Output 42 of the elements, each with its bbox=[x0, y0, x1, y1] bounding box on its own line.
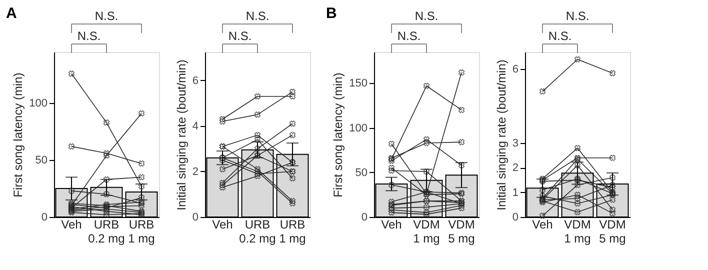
x-tick-label: URB 0.2 mg bbox=[88, 218, 125, 246]
y-tick-label: 3 bbox=[512, 138, 518, 150]
text: N.S. bbox=[94, 9, 118, 23]
y-tick-label: 0 bbox=[41, 212, 48, 224]
y-tick-label: 6 bbox=[192, 74, 198, 87]
y-axis-title: First song latency (min) bbox=[331, 72, 346, 198]
text: N.S. bbox=[548, 29, 572, 43]
y-tick-label: 2 bbox=[192, 166, 198, 178]
y-tick-label: 0 bbox=[512, 212, 518, 224]
x-tick-label: VDM 1 mg bbox=[564, 218, 591, 246]
y-tick-label: 0 bbox=[192, 212, 198, 224]
y-axis-title: First song latency (min) bbox=[11, 72, 26, 198]
x-tick-label: VDM 5 mg bbox=[599, 218, 626, 246]
y-tick-label: 150 bbox=[349, 78, 368, 90]
y-axis-title: Initial singing rate (bout/min) bbox=[174, 60, 188, 210]
chart-title: A bbox=[6, 5, 17, 22]
y-tick-label: 6 bbox=[512, 64, 518, 76]
y-tick-label: 0 bbox=[361, 212, 368, 224]
text: N.S. bbox=[414, 9, 438, 23]
x-tick-label: URB 1 mg bbox=[128, 218, 155, 246]
x-tick-label: Veh bbox=[61, 218, 82, 232]
text: N.S. bbox=[566, 9, 590, 23]
x-tick-label: Veh bbox=[532, 218, 553, 232]
text: N.S. bbox=[228, 29, 252, 43]
y-tick-label: 4 bbox=[192, 120, 198, 132]
y-axis-title: Initial singing rate (bout/min) bbox=[494, 60, 508, 210]
y-tick-label: 50 bbox=[355, 166, 368, 179]
x-tick-label: URB 0.2 mg bbox=[239, 218, 276, 246]
chart-title: B bbox=[326, 5, 337, 22]
y-tick-label: 100 bbox=[29, 98, 48, 110]
x-tick-label: VDM 1 mg bbox=[413, 218, 440, 246]
y-tick-label: 2 bbox=[512, 162, 518, 174]
text: N.S. bbox=[397, 29, 421, 43]
x-tick-label: Veh bbox=[212, 218, 233, 232]
y-tick-label: 1 bbox=[512, 186, 518, 199]
x-tick-label: Veh bbox=[381, 218, 402, 232]
text: N.S. bbox=[77, 29, 101, 43]
text: N.S. bbox=[246, 9, 270, 23]
x-tick-label: VDM 5 mg bbox=[448, 218, 475, 246]
y-tick-label: 100 bbox=[349, 122, 368, 134]
x-tick-label: URB 1 mg bbox=[279, 218, 306, 246]
y-tick-label: 50 bbox=[35, 154, 48, 167]
